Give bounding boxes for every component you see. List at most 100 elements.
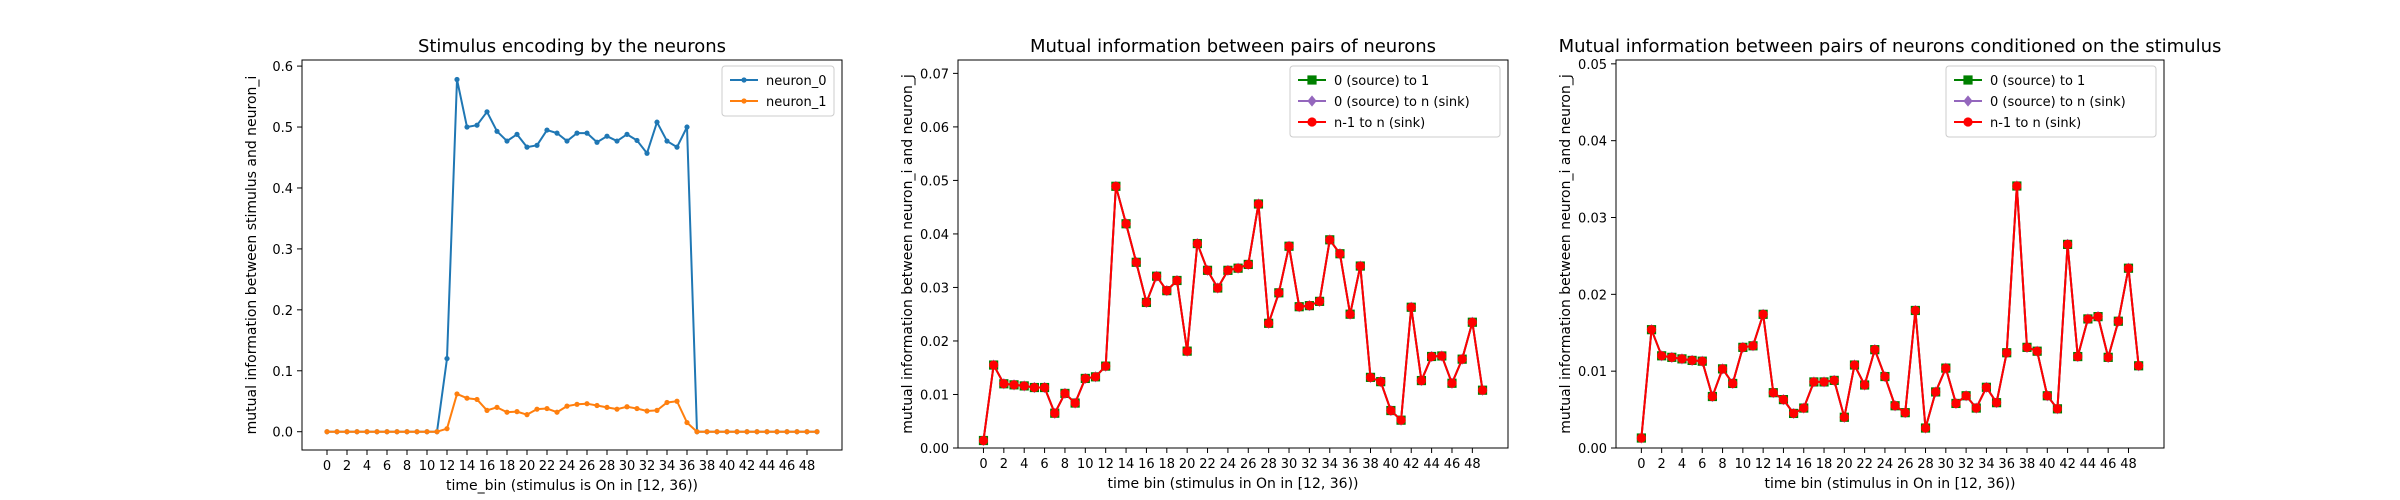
data-point — [784, 429, 790, 435]
x-tick-label: 26 — [1240, 457, 1257, 472]
legend-box — [1945, 65, 2157, 138]
x-tick-label: 2 — [1000, 457, 1008, 472]
x-tick-label: 46 — [779, 459, 796, 474]
data-point — [1687, 355, 1697, 366]
data-point — [444, 426, 450, 432]
data-point — [614, 406, 620, 412]
subplot-stimulus-encoding: Stimulus encoding by the neurons time_bin… — [244, 36, 843, 494]
x-tick-label: 18 — [1816, 457, 1833, 472]
data-point — [564, 403, 570, 409]
x-tick-label: 16 — [1795, 457, 1812, 472]
series-markers — [1636, 181, 2144, 443]
x-tick-label: 34 — [1321, 457, 1338, 472]
data-point — [494, 404, 500, 410]
data-point — [434, 429, 440, 435]
x-tick-label: 28 — [1260, 457, 1277, 472]
data-point — [654, 119, 660, 125]
x-tick-label: 30 — [1938, 457, 1955, 472]
x-tick-label: 24 — [559, 459, 576, 474]
data-point — [2134, 361, 2144, 371]
data-point — [1880, 371, 1890, 382]
legend-entry: 0 (source) to n (sink) — [1990, 95, 2126, 110]
data-point — [1152, 271, 1162, 281]
data-point — [999, 379, 1009, 389]
data-point — [544, 405, 550, 412]
y-tick-label: 0.06 — [920, 121, 949, 136]
data-point — [2103, 352, 2113, 362]
data-point — [1202, 265, 1213, 275]
y-tick-label: 0.0 — [272, 426, 293, 441]
data-point — [1829, 375, 1839, 385]
data-point — [424, 429, 430, 435]
data-point — [804, 429, 810, 435]
data-point — [1284, 241, 1294, 251]
chart-title: Stimulus encoding by the neurons — [418, 36, 726, 57]
y-tick-label: 0.2 — [272, 304, 293, 319]
legend-entry: neuron_0 — [766, 74, 827, 89]
data-point — [334, 429, 340, 435]
data-point — [1768, 388, 1778, 398]
x-tick-label: 32 — [1958, 457, 1975, 472]
x-tick-label: 10 — [1077, 457, 1094, 472]
data-point — [574, 130, 580, 136]
data-point — [1991, 398, 2002, 408]
data-point — [624, 131, 630, 137]
x-tick-label: 4 — [1020, 457, 1028, 472]
data-point — [794, 429, 800, 435]
data-point — [664, 399, 670, 406]
data-point — [1778, 394, 1789, 405]
data-point — [1111, 181, 1121, 191]
legend-marker — [1307, 95, 1317, 107]
data-point — [2083, 314, 2093, 324]
x-tick-label: 24 — [1220, 457, 1237, 472]
data-point — [484, 407, 490, 413]
y-tick-label: 0.3 — [272, 243, 293, 258]
data-point — [2052, 404, 2063, 414]
data-point — [1386, 405, 1396, 416]
data-point — [1890, 401, 1900, 411]
x-tick-label: 2 — [1658, 457, 1666, 472]
data-point — [1192, 238, 1202, 249]
legend: 0 (source) to 1 0 (source) to n (sink) n-1… — [1945, 65, 2157, 138]
data-point — [1477, 385, 1488, 395]
y-axis-label: mutual information between stimulus and … — [244, 76, 260, 435]
data-point — [604, 404, 610, 410]
x-tick-label: 46 — [2100, 457, 2117, 472]
x-tick-label: 36 — [1342, 457, 1359, 472]
data-point — [1080, 373, 1090, 384]
data-point — [1809, 377, 1819, 387]
data-point — [674, 398, 680, 404]
data-point — [1920, 423, 1931, 433]
data-point — [1427, 351, 1437, 362]
data-point — [1961, 391, 1971, 401]
y-tick-label: 0.05 — [920, 174, 949, 189]
data-point — [1849, 360, 1860, 370]
x-tick-label: 30 — [619, 459, 636, 474]
x-tick-label: 48 — [799, 459, 816, 474]
y-tick-label: 0.02 — [920, 335, 949, 350]
data-point — [584, 401, 590, 407]
x-tick-label: 48 — [1464, 457, 1481, 472]
x-tick-label: 6 — [1698, 457, 1706, 472]
data-point — [634, 137, 640, 144]
data-point — [1090, 372, 1101, 382]
x-tick-label: 36 — [1998, 457, 2015, 472]
x-tick-label: 6 — [1040, 457, 1048, 472]
legend-entry: 0 (source) to n (sink) — [1334, 95, 1470, 110]
data-point — [414, 429, 420, 435]
legend-marker — [1963, 95, 1973, 107]
data-point — [544, 127, 550, 133]
x-tick-label: 4 — [363, 459, 371, 474]
data-point — [474, 122, 480, 128]
data-point — [1253, 199, 1264, 209]
data-point — [464, 395, 470, 401]
legend-marker — [1307, 75, 1317, 85]
legend-entry: neuron_1 — [766, 95, 827, 110]
data-point — [704, 429, 710, 435]
data-point — [654, 407, 660, 413]
x-tick-label: 32 — [1301, 457, 1318, 472]
data-point — [1172, 275, 1182, 286]
x-tick-label: 14 — [1118, 457, 1135, 472]
data-point — [1646, 325, 1657, 335]
x-tick-label: 34 — [659, 459, 676, 474]
